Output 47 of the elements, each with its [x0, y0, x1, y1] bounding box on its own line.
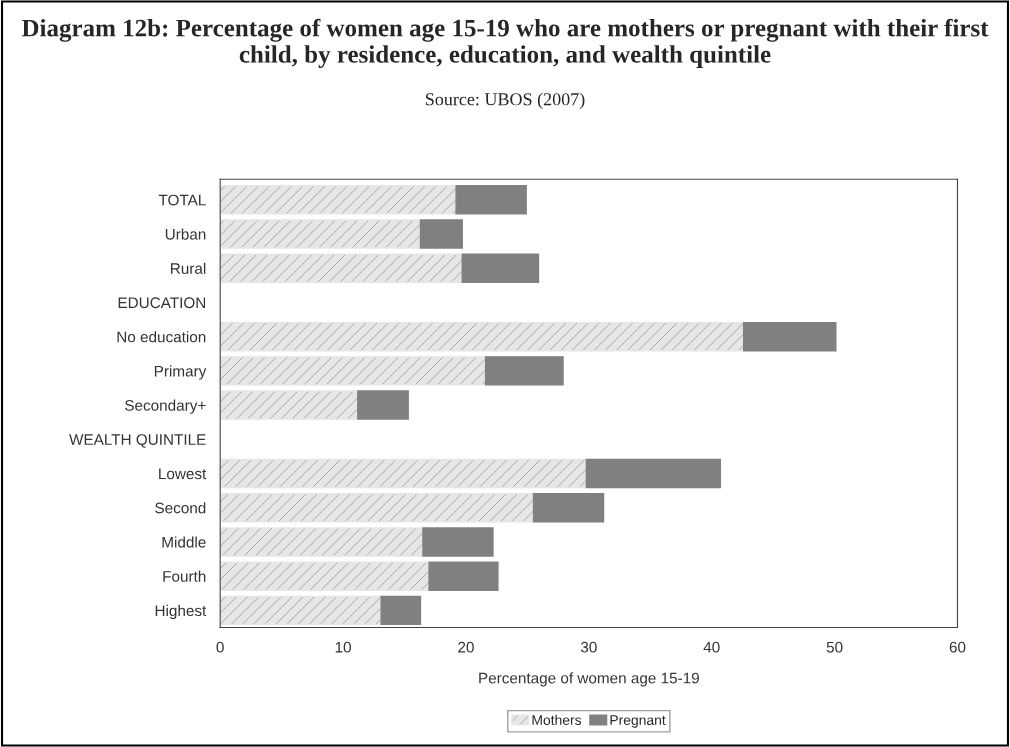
- x-tick-label: 0: [216, 641, 224, 653]
- bar: [532, 493, 605, 523]
- x-tick-label: 40: [703, 641, 720, 653]
- y-tick-label: Middle: [162, 536, 206, 548]
- chart-title: Diagram 12b: Percentage of women age 15-19 who are mothers or pregnant with their first child, by residence, education, and wealth quintile: [21, 18, 989, 69]
- y-tick-label: Rural: [171, 262, 206, 274]
- bar: [220, 321, 745, 352]
- y-tick-label: Fourth: [163, 570, 206, 582]
- bar: [357, 390, 409, 420]
- bar: [461, 253, 540, 283]
- bar: [428, 561, 499, 591]
- bar: [380, 595, 422, 626]
- y-tick-label: No education: [117, 331, 206, 343]
- y-tick-label: Urban: [165, 228, 206, 240]
- y-tick-label: Highest: [155, 604, 207, 620]
- x-tick-label: 20: [458, 641, 474, 653]
- bar: [220, 219, 422, 249]
- bar: [484, 356, 564, 386]
- y-tick-label: Second: [155, 502, 206, 514]
- legend-label: Pregnant: [610, 715, 666, 728]
- bar: [220, 527, 424, 557]
- y-tick-label: Lowest: [159, 468, 207, 480]
- y-tick-label: TOTAL: [158, 194, 206, 206]
- bar: [585, 458, 722, 489]
- bar: [220, 458, 588, 489]
- bar: [220, 253, 463, 283]
- bar: [220, 356, 487, 386]
- bar: [220, 561, 430, 591]
- bar: [422, 527, 494, 557]
- bar: [455, 185, 527, 215]
- y-tick-label: EDUCATION: [118, 297, 206, 309]
- x-axis-title: Percentage of women age 15-19: [479, 672, 699, 687]
- y-tick-label: WEALTH QUINTILE: [69, 434, 206, 448]
- legend-label: Mothers: [532, 714, 582, 725]
- bar: [220, 493, 535, 523]
- x-tick-label: 10: [335, 641, 351, 653]
- x-tick-label: 60: [949, 641, 966, 653]
- bar: [742, 321, 837, 352]
- bar: [419, 219, 463, 249]
- bar: [220, 595, 382, 626]
- bar: [220, 185, 457, 215]
- x-tick-label: 50: [826, 641, 843, 653]
- y-tick-label: Secondary+: [125, 399, 206, 414]
- x-tick-label: 30: [580, 641, 597, 653]
- chart-subtitle: Source: UBOS (2007): [425, 92, 585, 110]
- bar: [220, 390, 359, 420]
- y-tick-label: Primary: [154, 365, 207, 380]
